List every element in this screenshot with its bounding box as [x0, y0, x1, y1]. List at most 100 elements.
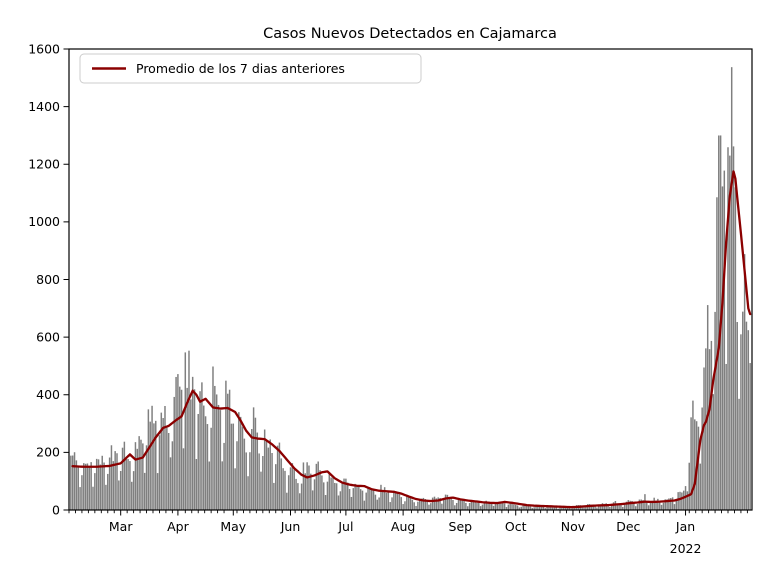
bar: [143, 472, 146, 510]
x-tick-label: Jul: [337, 519, 353, 534]
bar: [118, 480, 120, 510]
bar: [466, 506, 469, 510]
bar: [251, 429, 253, 510]
bar: [524, 503, 526, 510]
bar: [214, 385, 216, 510]
bar: [538, 505, 541, 510]
x-tick-label: Oct: [505, 519, 527, 534]
bar: [225, 380, 227, 510]
bar: [561, 506, 563, 510]
bar: [732, 146, 735, 510]
bar: [605, 503, 607, 510]
bar: [184, 352, 187, 510]
bar: [428, 504, 430, 510]
bar: [749, 363, 751, 510]
bar: [175, 376, 177, 510]
avg-line: [71, 170, 752, 509]
bar: [697, 426, 700, 510]
bar: [239, 416, 242, 510]
bar: [529, 506, 532, 510]
x-tick-label: Mar: [109, 519, 133, 534]
bar: [487, 502, 489, 510]
bar: [520, 506, 522, 510]
bar: [511, 503, 513, 510]
bar: [590, 504, 593, 510]
bar: [417, 501, 419, 510]
bar: [116, 453, 118, 510]
bar: [546, 506, 548, 510]
y-tick-label: 1600: [28, 41, 60, 56]
bar: [195, 459, 198, 510]
bar: [81, 475, 83, 510]
bar: [479, 506, 482, 510]
bar: [367, 487, 369, 510]
bar: [461, 500, 463, 510]
bar: [494, 503, 497, 510]
bar: [692, 400, 694, 510]
bar: [705, 348, 707, 510]
bar: [583, 507, 585, 510]
bar: [670, 498, 672, 510]
y-tick-label: 0: [52, 502, 60, 517]
bar: [658, 502, 661, 510]
bar: [522, 504, 524, 510]
bar: [555, 507, 558, 510]
x-tick-label: Dec: [616, 519, 640, 534]
bar: [221, 461, 223, 510]
bar: [712, 394, 714, 510]
y-tick-label: 1400: [28, 99, 60, 114]
bar: [105, 484, 107, 510]
bar: [572, 507, 574, 510]
bar: [289, 467, 292, 510]
bar: [684, 486, 687, 510]
bar: [121, 447, 124, 510]
bar: [258, 453, 260, 510]
bar: [396, 492, 399, 510]
bar: [156, 473, 159, 510]
bar: [299, 493, 301, 510]
bar: [518, 507, 521, 510]
bar: [311, 490, 314, 510]
bar: [537, 505, 539, 510]
bar: [145, 445, 148, 510]
bar: [455, 503, 458, 510]
bar: [243, 438, 246, 510]
bar: [129, 461, 131, 510]
bar: [502, 502, 504, 510]
bar: [206, 424, 209, 510]
bar: [465, 502, 467, 510]
bar: [662, 502, 665, 510]
bar: [592, 505, 594, 510]
bar: [265, 441, 268, 510]
bar: [103, 462, 105, 510]
bar: [559, 507, 561, 510]
bar: [653, 497, 655, 510]
bar: [472, 501, 474, 510]
bar: [496, 501, 498, 510]
bar: [622, 506, 624, 510]
bar: [73, 452, 76, 510]
bar: [490, 502, 493, 510]
bar: [230, 423, 233, 510]
bar: [269, 439, 271, 510]
bar: [177, 374, 179, 510]
bar: [179, 386, 181, 510]
bar: [694, 419, 696, 510]
bar: [326, 481, 329, 510]
bar: [671, 497, 674, 510]
bar: [642, 500, 644, 510]
bar: [738, 398, 740, 510]
bar: [79, 487, 81, 510]
bar: [564, 506, 567, 510]
bar: [136, 448, 139, 510]
bar: [232, 423, 235, 510]
bar: [398, 494, 401, 510]
bar: [323, 482, 325, 510]
bar: [284, 470, 286, 510]
bar: [503, 503, 506, 510]
bar: [734, 187, 737, 511]
bar: [714, 311, 716, 510]
bar: [186, 387, 188, 510]
bar: [339, 491, 342, 510]
bar: [548, 506, 550, 510]
